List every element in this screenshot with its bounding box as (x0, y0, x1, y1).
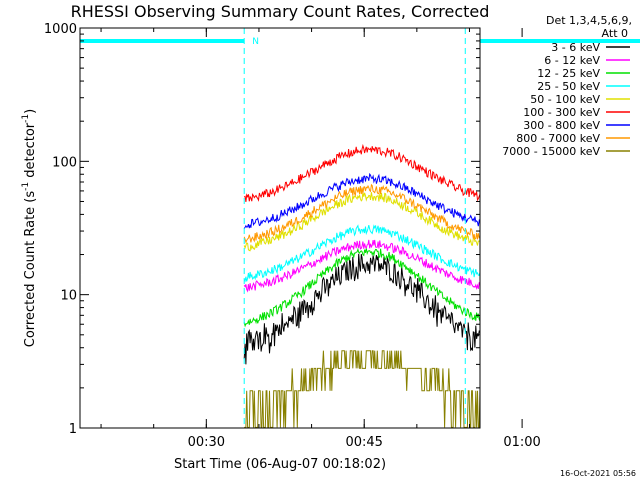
y-axis-label: Corrected Count Rate (s-1 detector-1) (21, 109, 38, 347)
y-tick-label: 100 (52, 155, 77, 170)
series-line (243, 192, 480, 252)
series-line (243, 253, 480, 365)
legend-entry-label: 6 - 12 keV (544, 54, 600, 67)
legend-entry-label: 12 - 25 keV (537, 67, 600, 80)
series-line (243, 247, 480, 328)
series-layer (243, 143, 480, 428)
legend-entry-label: 800 - 7000 keV (516, 132, 600, 145)
plot-frame (79, 27, 481, 429)
night-marker-label: N (252, 37, 259, 47)
series-line (243, 239, 480, 293)
legend-entry-label: 50 - 100 keV (530, 93, 600, 106)
x-tick-label: 00:45 (345, 435, 382, 450)
legend-header-line-2: Att 0 (602, 27, 628, 40)
series-line (243, 143, 480, 202)
series-line (243, 183, 480, 244)
legend-entry-label: 300 - 800 keV (523, 119, 600, 132)
x-axis-label: Start Time (06-Aug-07 00:18:02) (174, 457, 386, 472)
x-tick-label: 00:30 (188, 435, 225, 450)
legend-entry-label: 3 - 6 keV (551, 41, 600, 54)
y-tick-label: 1000 (44, 22, 77, 37)
legend-header-line-1: Det 1,3,4,5,6,9, (546, 14, 632, 27)
y-tick-label: 10 (60, 289, 77, 304)
chart-title: RHESSI Observing Summary Count Rates, Co… (71, 2, 490, 21)
legend-entry-label: 7000 - 15000 keV (502, 145, 600, 158)
x-tick-label: 01:00 (503, 435, 540, 450)
series-line (243, 172, 480, 230)
y-axis: 1 10 100 1000 (44, 22, 480, 437)
orbit-markers: N (80, 28, 640, 428)
generated-timestamp: 16-Oct-2021 05:56 (560, 469, 636, 478)
legend-entry-label: 100 - 300 keV (523, 106, 600, 119)
legend-entry-label: 25 - 50 keV (537, 80, 600, 93)
y-tick-label: 1 (69, 422, 77, 437)
series-line (243, 224, 480, 283)
series-line (244, 350, 480, 428)
